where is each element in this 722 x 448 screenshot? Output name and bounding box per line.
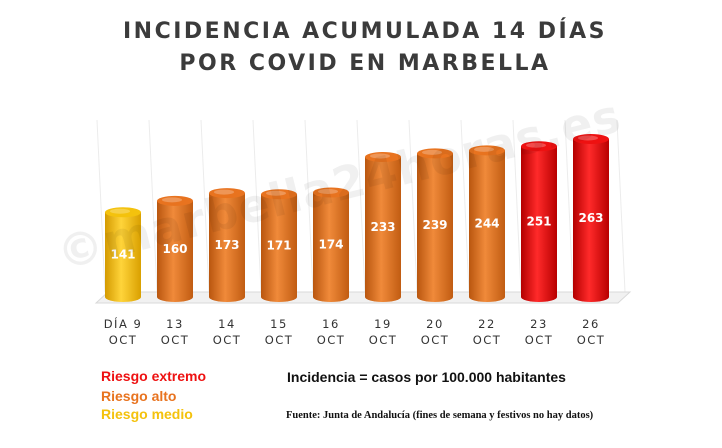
bar-highlight [318, 188, 338, 194]
bars: 141 160 173 171 174 233 239 244 251 263 [105, 134, 609, 302]
bar-cap [365, 152, 401, 163]
gridline [512, 119, 522, 293]
bar [157, 200, 193, 302]
bar-cap [469, 145, 505, 156]
data-label: 251 [526, 215, 551, 229]
x-tick-label: 13 [166, 317, 184, 331]
bar [521, 146, 557, 302]
data-label: 263 [578, 211, 603, 225]
bar-highlight [162, 197, 182, 203]
bar [105, 212, 141, 302]
chart-title-line-2: POR COVID EN MARBELLA [179, 51, 550, 76]
bar-cap [261, 189, 297, 200]
bar-cap [573, 134, 609, 144]
bar [417, 153, 453, 302]
x-tick-label: OCT [213, 333, 242, 347]
data-label: 160 [162, 242, 187, 256]
x-tick-label: OCT [109, 333, 138, 347]
x-tick-label: 26 [582, 317, 600, 331]
data-label: 171 [266, 239, 291, 253]
gridline [616, 119, 626, 293]
x-tick-label: OCT [369, 333, 398, 347]
bar-highlight [422, 149, 442, 155]
gridline [304, 119, 314, 293]
bar-highlight [266, 190, 286, 196]
gridline [252, 119, 262, 293]
bar-highlight [370, 153, 390, 159]
x-tick-label: 16 [322, 317, 340, 331]
bar-highlight [526, 142, 546, 148]
x-tick-label: OCT [473, 333, 502, 347]
bar-cap [417, 148, 453, 159]
data-label: 244 [474, 217, 499, 231]
data-label: 141 [110, 248, 135, 262]
source-note: Fuente: Junta de Andalucía (fines de sem… [286, 410, 594, 421]
x-tick-label: 20 [426, 317, 444, 331]
bar-highlight [214, 189, 234, 195]
bar [365, 157, 401, 302]
bar-highlight [474, 146, 494, 152]
legend-medium-risk: Riesgo medio [101, 406, 193, 422]
bar-cap [313, 187, 349, 198]
x-tick-label: OCT [525, 333, 554, 347]
x-tick-label: OCT [317, 333, 346, 347]
x-tick-label: 22 [478, 317, 496, 331]
x-tick-label: 19 [374, 317, 392, 331]
gridline [460, 119, 470, 293]
bar-cap [157, 195, 193, 206]
data-label: 233 [370, 220, 395, 234]
gridline [408, 119, 418, 293]
bar [469, 150, 505, 302]
chart-title-line-1: INCIDENCIA ACUMULADA 14 DÍAS [123, 18, 607, 44]
x-tick-label: OCT [161, 333, 190, 347]
legend-extreme-risk: Riesgo extremo [101, 368, 207, 384]
x-tick-label: DÍA 9 [104, 316, 143, 331]
x-tick-label: 23 [530, 317, 548, 331]
gridline [200, 119, 210, 293]
x-tick-label: 15 [270, 317, 288, 331]
bar [261, 194, 297, 302]
x-tick-label: 14 [218, 317, 236, 331]
bar-cap [209, 188, 245, 199]
gridline [96, 119, 106, 293]
bar [209, 193, 245, 302]
legend-high-risk: Riesgo alto [101, 388, 177, 404]
gridlines [96, 119, 626, 293]
bar-cap [521, 141, 557, 152]
x-tick-label: OCT [577, 333, 606, 347]
data-label: 239 [422, 218, 447, 232]
bar-highlight [110, 208, 130, 214]
gridline [148, 119, 158, 293]
x-axis-ticks: DÍA 9 OCT 13 OCT 14 OCT 15 OCT 16 OCT 19 OCT 20 OCT 22… [104, 316, 606, 347]
bar [313, 192, 349, 302]
incidence-definition: Incidencia = casos por 100.000 habitante… [287, 369, 566, 385]
bar-highlight [578, 135, 598, 141]
bar [573, 139, 609, 302]
x-tick-label: OCT [265, 333, 294, 347]
gridline [356, 119, 366, 293]
data-label: 174 [318, 238, 343, 252]
bar-cap [105, 207, 141, 218]
gridline [564, 119, 574, 293]
data-label: 173 [214, 238, 239, 252]
x-tick-label: OCT [421, 333, 450, 347]
